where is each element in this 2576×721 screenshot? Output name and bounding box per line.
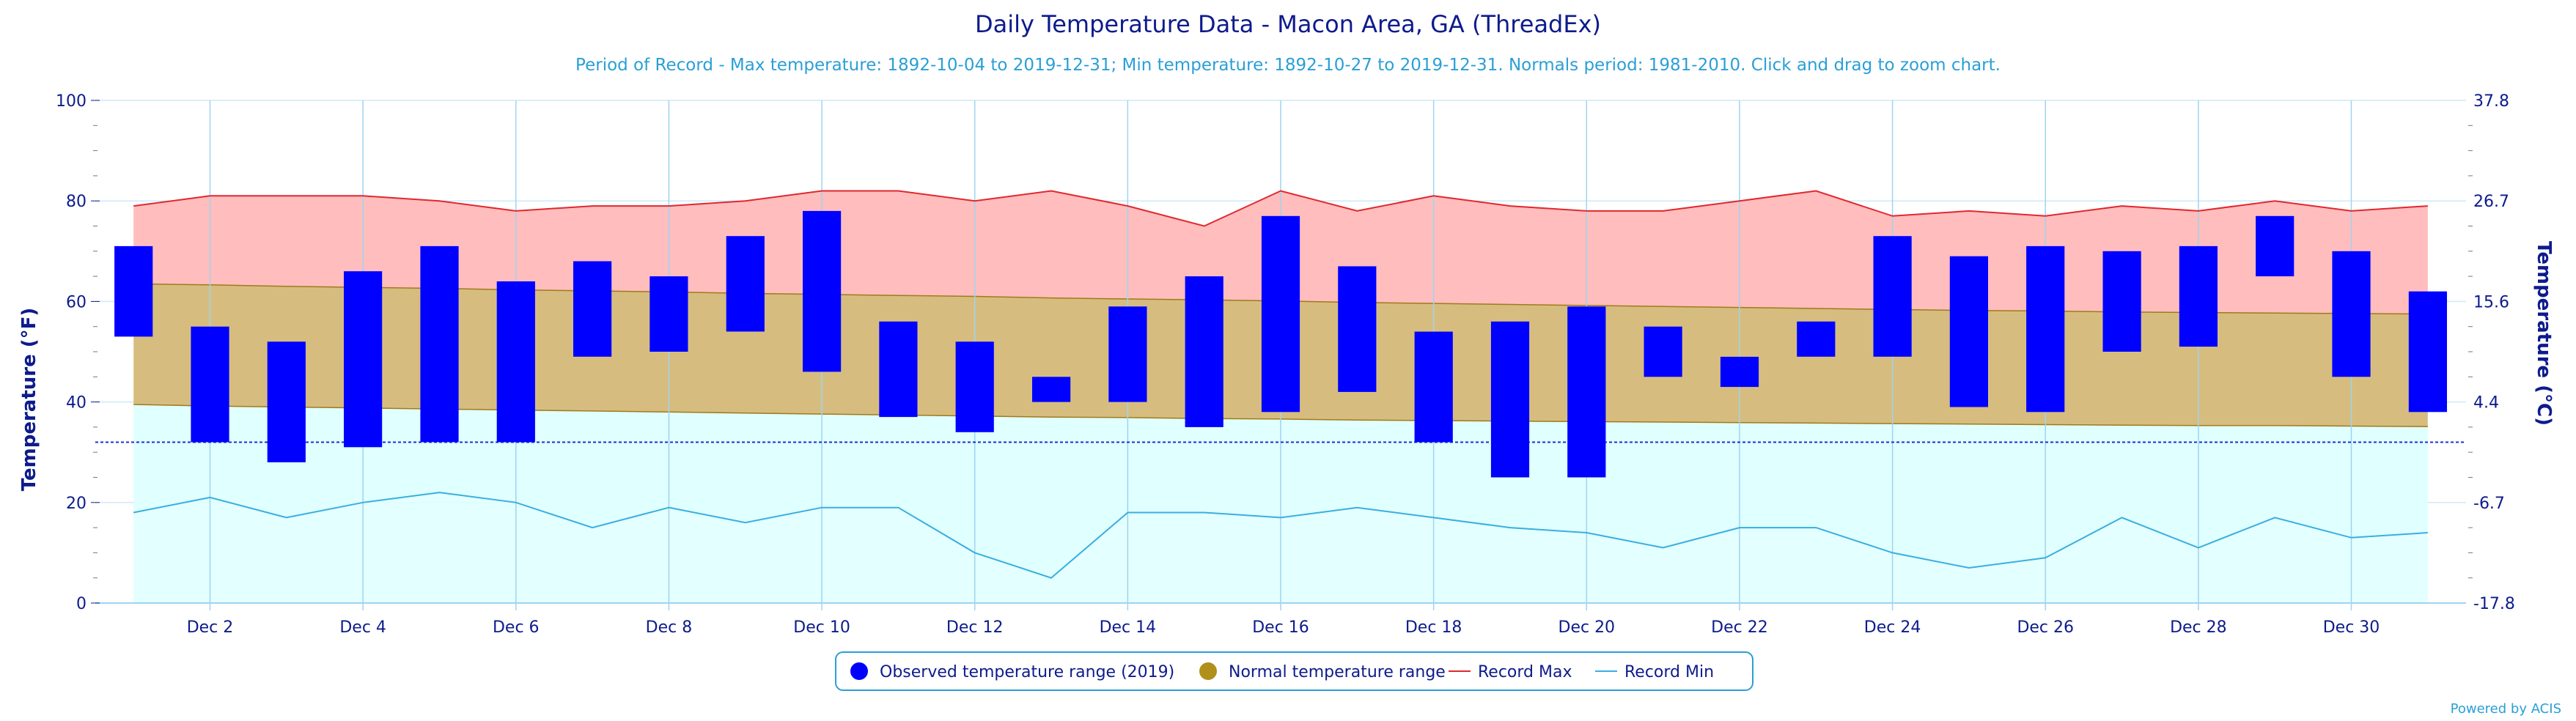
y-tick-label: 80	[66, 193, 87, 211]
observed-range-bar	[1797, 321, 1836, 357]
legend-label: Observed temperature range (2019)	[880, 663, 1174, 681]
y-tick-label: 100	[56, 92, 87, 111]
observed-range-bar	[573, 261, 612, 357]
x-tick-label: Dec 2	[187, 618, 234, 637]
observed-range-bar	[2102, 251, 2141, 352]
observed-range-bar	[1032, 377, 1071, 402]
y2-tick-label: 4.4	[2473, 394, 2499, 413]
powered-by-credit[interactable]: Powered by ACIS	[2450, 701, 2561, 717]
x-tick-label: Dec 30	[2323, 618, 2380, 637]
x-tick-label: Dec 16	[1252, 618, 1309, 637]
legend-box	[835, 651, 1753, 691]
observed-range-bar	[1720, 356, 1759, 388]
observed-range-bar	[1414, 331, 1453, 443]
y2-tick-label: 37.8	[2473, 92, 2509, 111]
record-max-series	[133, 190, 2428, 227]
x-tick-label: Dec 14	[1100, 618, 1157, 637]
observed-range-bar	[1567, 306, 1606, 478]
observed-range-bar	[803, 210, 842, 372]
x-axis-ticks: Dec 2 Dec 4 Dec 6 Dec 8 Dec 10 Dec 12 Dec 14 De…	[187, 603, 2380, 637]
observed-range-bar	[420, 245, 459, 443]
x-tick-label: Dec 6	[493, 618, 540, 637]
legend-label: Normal temperature range	[1229, 663, 1446, 681]
observed-range-bar	[1644, 326, 1682, 377]
x-tick-label: Dec 8	[646, 618, 693, 637]
y-tick-label: 20	[66, 495, 87, 513]
observed-range-bar	[879, 321, 918, 418]
y2-tick-label: 15.6	[2473, 293, 2509, 311]
legend-marker-dot	[850, 662, 868, 680]
y-axis-label: Temperature (°F)	[18, 308, 40, 492]
observed-range-bars	[114, 210, 2447, 478]
observed-range-bar	[2408, 291, 2447, 413]
legend-item[interactable]: Observed temperature range (2019)	[850, 662, 1174, 681]
legend-label: Record Min	[1624, 663, 1714, 681]
observed-range-bar	[955, 341, 994, 432]
x-tick-label: Dec 20	[1559, 618, 1616, 637]
chart-subtitle: Period of Record - Max temperature: 1892…	[575, 56, 2001, 75]
y-tick-label: 60	[66, 293, 87, 311]
observed-range-bar	[1108, 306, 1147, 402]
x-tick-label: Dec 12	[946, 618, 1004, 637]
observed-range-bar	[2256, 215, 2295, 277]
legend-marker-dot	[1199, 662, 1217, 680]
legend: Observed temperature range (2019) Normal …	[835, 651, 1753, 691]
x-tick-label: Dec 22	[1711, 618, 1768, 637]
record-max-line	[133, 190, 2428, 227]
observed-range-bar	[1261, 215, 1300, 413]
observed-range-bar	[344, 271, 383, 448]
observed-range-bar	[1185, 276, 1223, 427]
observed-range-bar	[1338, 266, 1377, 392]
observed-range-bar	[726, 236, 765, 332]
x-tick-label: Dec 26	[2017, 618, 2074, 637]
observed-range-bar	[1949, 256, 1988, 407]
chart-title: Daily Temperature Data - Macon Area, GA …	[974, 10, 1601, 38]
observed-range-bar	[114, 245, 153, 337]
x-tick-label: Dec 18	[1405, 618, 1462, 637]
y2-tick-label: -17.8	[2473, 595, 2515, 613]
y2-tick-label: -6.7	[2473, 495, 2505, 513]
y-tick-label: 0	[76, 595, 87, 613]
observed-range-bar	[191, 326, 229, 443]
y-axis-right-ticks: -17.8 -6.7 4.4 15.6 26.7 37.8	[2468, 92, 2515, 613]
record-min-series	[133, 492, 2428, 579]
observed-range-bar	[649, 276, 688, 352]
x-tick-label: Dec 28	[2170, 618, 2227, 637]
observed-range-bar	[2026, 245, 2065, 413]
y2-axis-label: Temperature (°C)	[2533, 241, 2555, 426]
y2-tick-label: 26.7	[2473, 193, 2509, 211]
record-min-line	[133, 492, 2428, 579]
legend-label: Record Max	[1478, 663, 1572, 681]
legend-item[interactable]: Normal temperature range	[1199, 662, 1446, 681]
observed-range-bar	[496, 281, 535, 443]
x-tick-label: Dec 24	[1864, 618, 1921, 637]
x-tick-label: Dec 4	[339, 618, 386, 637]
observed-range-bar	[2179, 245, 2218, 347]
observed-range-bar	[1873, 236, 1912, 357]
x-tick-label: Dec 10	[793, 618, 850, 637]
y-tick-label: 40	[66, 394, 87, 413]
y-axis-left-ticks: 0 20 40 60 80 100	[56, 92, 100, 613]
observed-range-bar	[2332, 251, 2371, 377]
legend-item[interactable]: Record Max	[1449, 663, 1572, 681]
observed-range-bar	[1490, 321, 1530, 478]
observed-range-bar	[267, 341, 306, 462]
legend-item[interactable]: Record Min	[1595, 663, 1714, 681]
